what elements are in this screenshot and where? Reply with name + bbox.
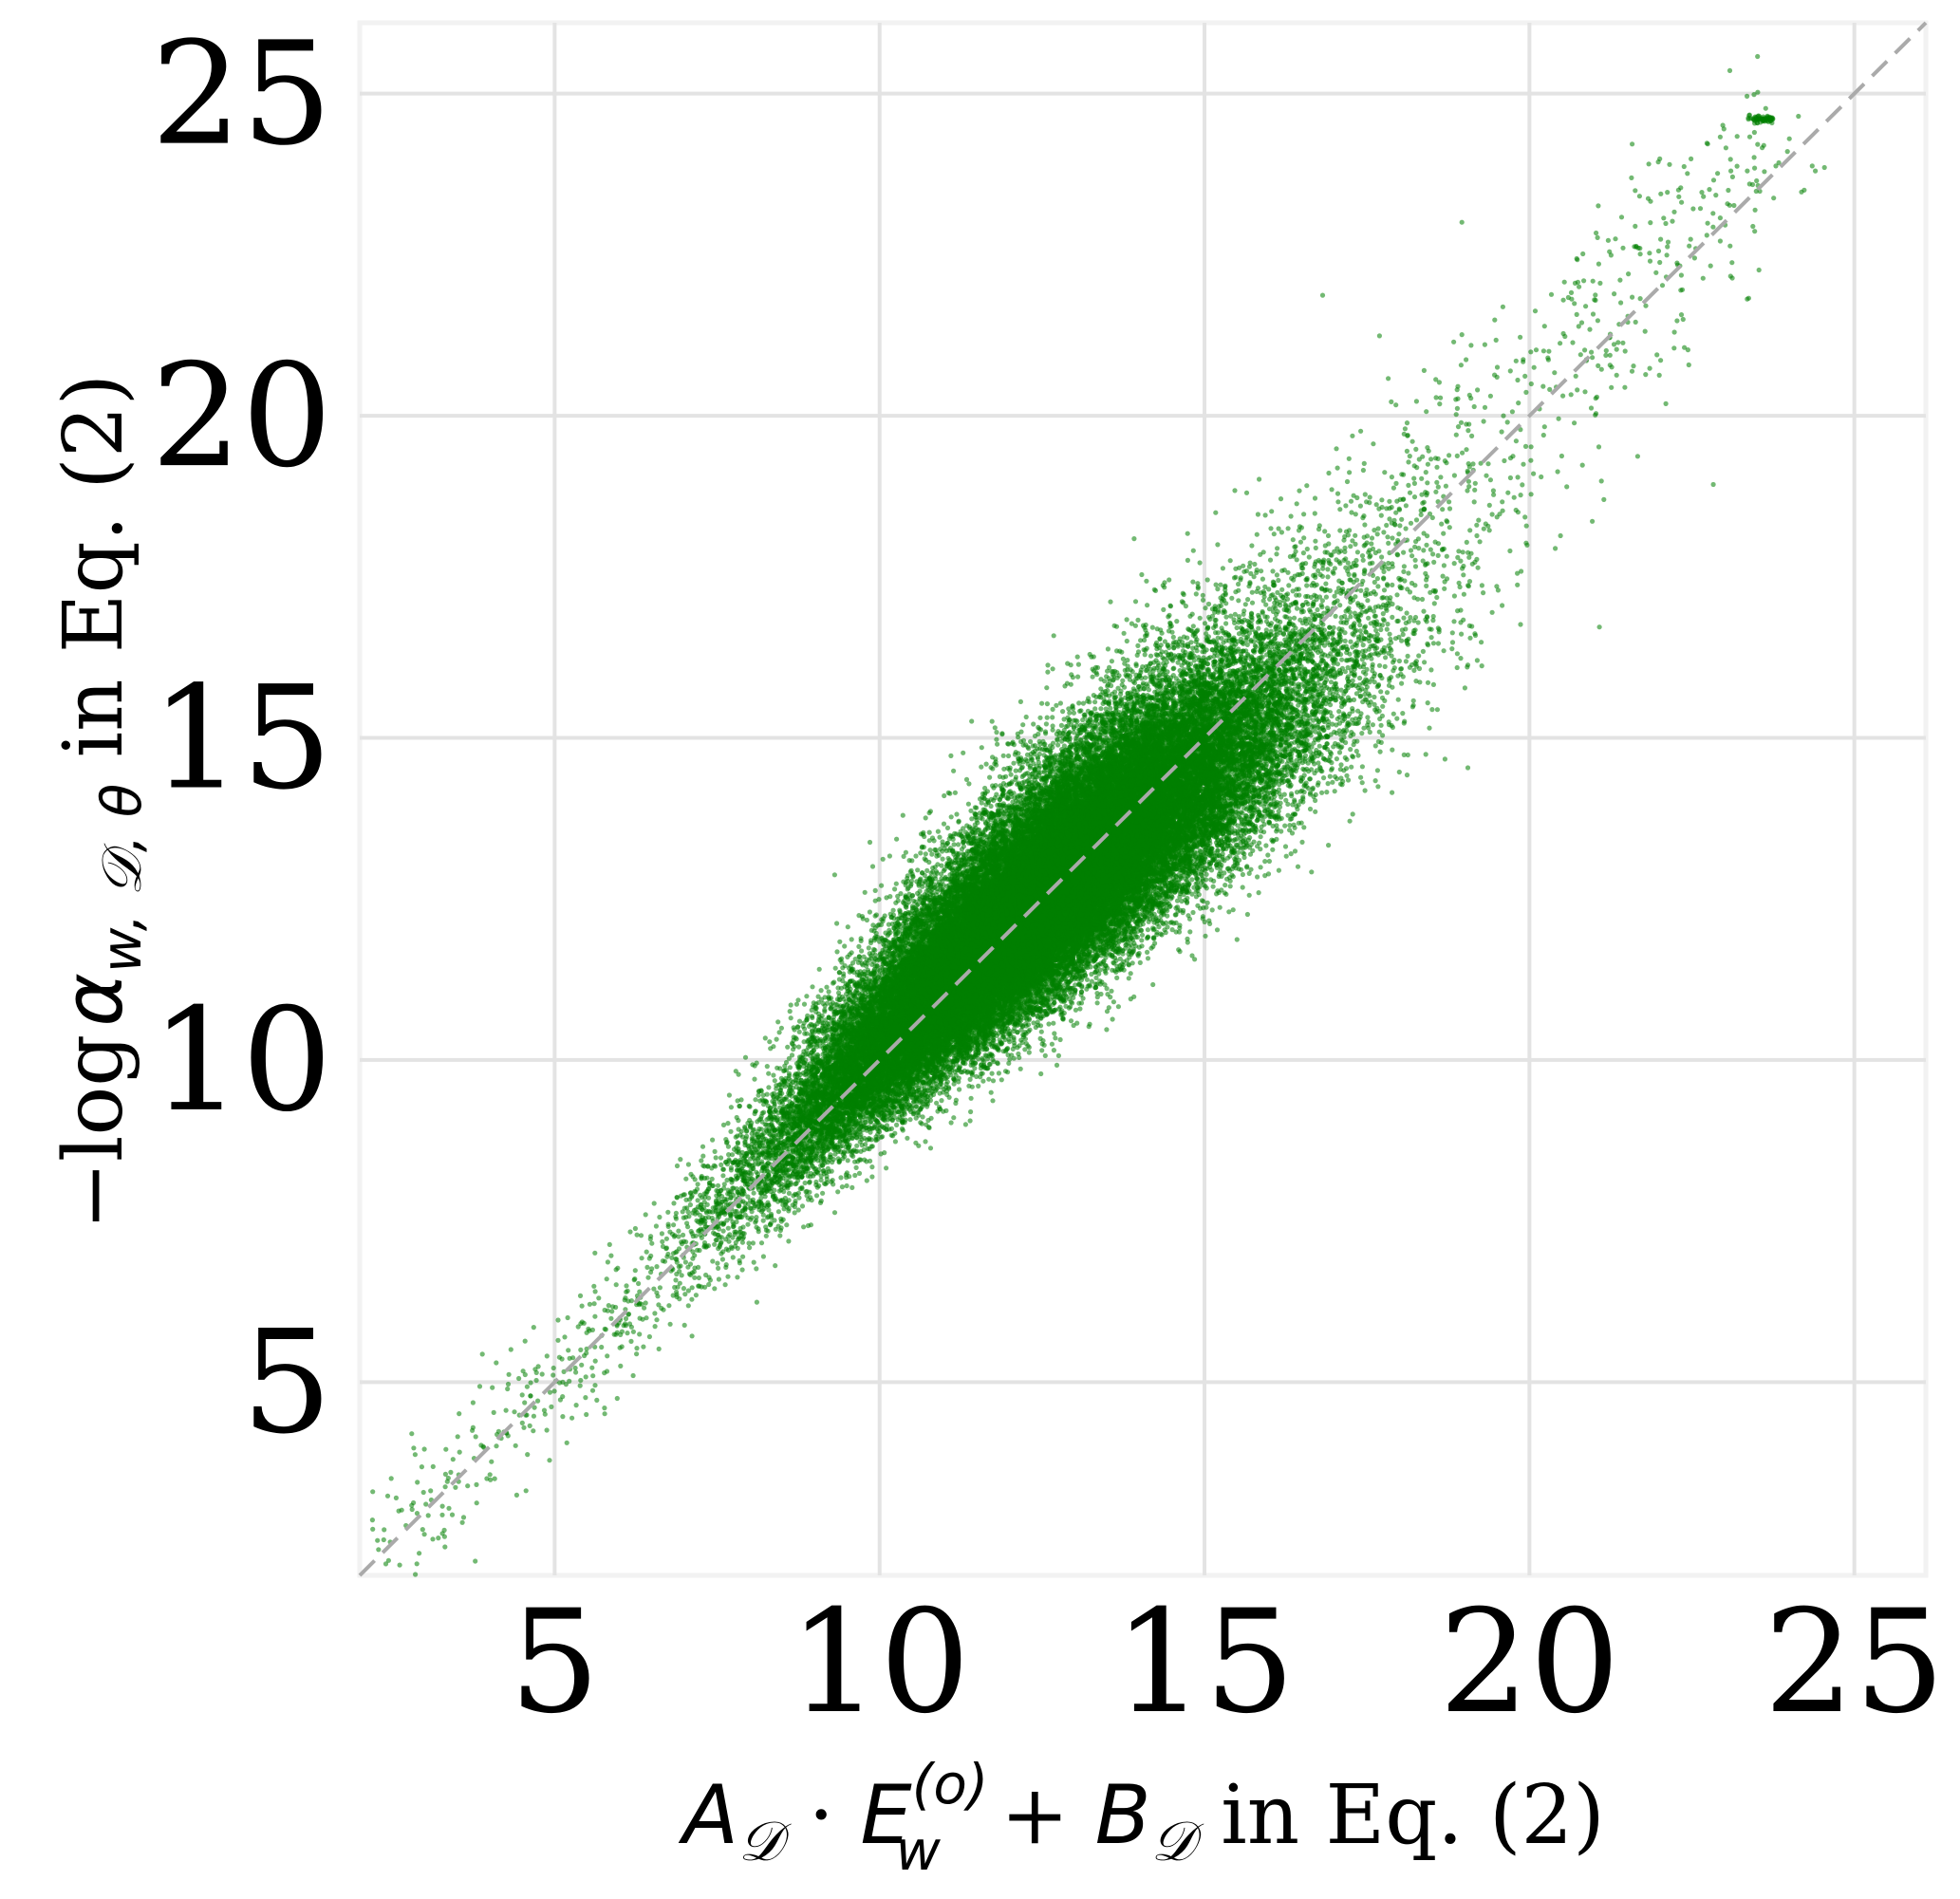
scatter-point <box>934 1101 939 1106</box>
scatter-point <box>1009 773 1014 777</box>
scatter-point <box>1521 462 1525 467</box>
scatter-point <box>1442 648 1447 653</box>
scatter-point <box>1460 220 1465 225</box>
scatter-point <box>1346 777 1351 782</box>
scatter-point <box>824 985 829 990</box>
scatter-point <box>453 1485 457 1490</box>
scatter-point <box>1191 549 1196 553</box>
scatter-point <box>1314 546 1318 550</box>
scatter-point <box>1257 890 1261 895</box>
scatter-point <box>1472 488 1477 493</box>
scatter-point <box>1214 583 1219 587</box>
scatter-point <box>928 1145 933 1150</box>
scatter-point <box>720 1257 725 1261</box>
scatter-point <box>1431 560 1436 565</box>
scatter-point <box>1390 475 1394 479</box>
scatter-point <box>1323 582 1328 586</box>
scatter-point <box>1421 548 1426 552</box>
scatter-point <box>1255 874 1260 879</box>
scatter-point <box>1187 929 1192 934</box>
scatter-point <box>1325 567 1330 571</box>
scatter-point <box>636 1281 641 1286</box>
scatter-point <box>1431 682 1436 687</box>
scatter-point <box>1416 653 1421 658</box>
scatter-point <box>1229 596 1234 601</box>
scatter-point <box>953 791 958 795</box>
scatter-point <box>1465 765 1470 770</box>
scatter-point <box>694 1293 699 1297</box>
scatter-point <box>1039 1048 1044 1052</box>
scatter-point <box>1223 615 1228 620</box>
scatter-point <box>1317 744 1322 749</box>
scatter-point <box>683 1177 688 1182</box>
scatter-point <box>1108 600 1112 605</box>
scatter-point <box>814 1193 819 1198</box>
scatter-point <box>1476 566 1481 570</box>
scatter-point <box>1148 654 1153 659</box>
scatter-point <box>712 1242 717 1247</box>
scatter-point <box>752 1191 756 1196</box>
scatter-point <box>1390 535 1394 540</box>
scatter-point <box>1531 472 1536 476</box>
scatter-point <box>833 966 838 971</box>
scatter-point <box>681 1286 686 1291</box>
scatter-point <box>797 1019 802 1024</box>
scatter-point <box>787 1191 792 1196</box>
scatter-point <box>1348 819 1353 824</box>
scatter-point <box>1456 549 1461 553</box>
scatter-point <box>1428 667 1433 672</box>
scatter-point <box>1201 899 1205 903</box>
scatter-point <box>918 850 923 855</box>
scatter-point <box>1394 592 1399 597</box>
scatter-point <box>1250 590 1255 595</box>
